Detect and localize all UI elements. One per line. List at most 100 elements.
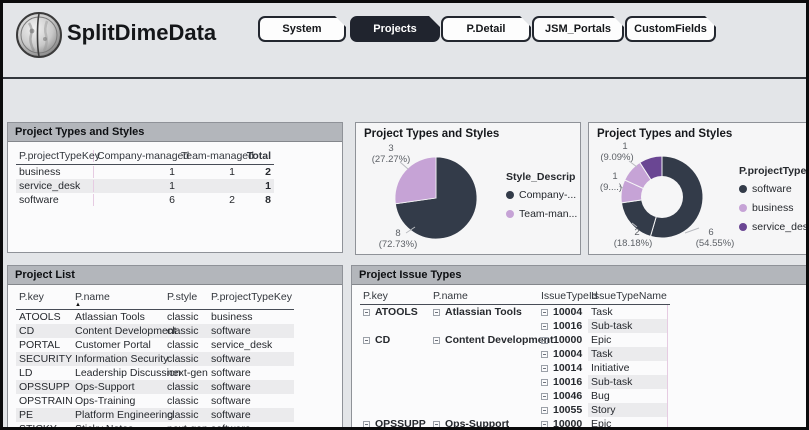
cell-typekey: software bbox=[211, 353, 251, 365]
table-row[interactable]: service_desk 1 1 bbox=[16, 179, 274, 193]
header-underline bbox=[16, 164, 274, 165]
table-row[interactable]: OPSTRAIN Ops-Training classic software bbox=[16, 394, 294, 408]
table-row[interactable]: OPSSUPP Ops-Support classic software bbox=[16, 380, 294, 394]
legend-dot-icon bbox=[506, 210, 514, 218]
cell-issue-id: 10046 bbox=[553, 390, 583, 402]
collapse-toggle-icon[interactable] bbox=[541, 364, 548, 372]
legend-item[interactable]: Team-man... bbox=[506, 208, 577, 220]
cell-key: CD bbox=[375, 334, 391, 346]
legend-item[interactable]: service_desk bbox=[739, 221, 809, 233]
cell-typekey: software bbox=[211, 395, 251, 407]
tab-projects[interactable]: Projects bbox=[350, 16, 440, 42]
cell-total: 2 bbox=[265, 166, 271, 178]
table-row[interactable]: STICKY Sticky Notes next-gen software bbox=[16, 422, 294, 427]
label-leader-line bbox=[631, 222, 638, 228]
tab-jsm-portals[interactable]: JSM_Portals bbox=[532, 16, 624, 42]
cell-company: 6 bbox=[169, 194, 175, 206]
matrix-row[interactable]: 10014 Initiative bbox=[360, 361, 670, 375]
cell-key: OPSSUPP bbox=[375, 418, 426, 430]
data-label: (9....) bbox=[600, 182, 622, 193]
matrix-row[interactable]: 10016 Sub-task bbox=[360, 375, 670, 389]
collapse-toggle-icon[interactable] bbox=[541, 350, 548, 358]
types-table-header[interactable]: P.projectTypeKey Company-managed Team-ma… bbox=[16, 147, 274, 164]
collapse-toggle-icon[interactable] bbox=[363, 308, 370, 316]
data-label: (54.55%) bbox=[696, 238, 735, 249]
collapse-toggle-icon[interactable] bbox=[541, 392, 548, 400]
table-row[interactable]: ATOOLS Atlassian Tools classic business bbox=[16, 310, 294, 324]
table-row[interactable]: LD Leadership Discussion next-gen softwa… bbox=[16, 366, 294, 380]
cell-style: classic bbox=[167, 311, 199, 323]
tab-system[interactable]: System bbox=[258, 16, 346, 42]
collapse-toggle-icon[interactable] bbox=[541, 322, 548, 330]
column-header[interactable]: P.name ▲ bbox=[72, 291, 164, 308]
column-header[interactable]: Company-managed bbox=[97, 149, 190, 162]
collapse-toggle-icon[interactable] bbox=[541, 420, 548, 427]
cell-typekey: software bbox=[211, 367, 251, 379]
label-leader-line bbox=[405, 226, 416, 234]
tab-customfields[interactable]: CustomFields bbox=[625, 16, 716, 42]
data-label: 3 bbox=[388, 143, 393, 154]
column-header[interactable]: IssueTypeId bbox=[541, 289, 598, 302]
collapse-toggle-icon[interactable] bbox=[433, 308, 440, 316]
collapse-toggle-icon[interactable] bbox=[541, 378, 548, 386]
table-row[interactable]: business 1 1 2 bbox=[16, 165, 274, 179]
cell-name: Content Development bbox=[75, 325, 177, 337]
data-label: 2 bbox=[634, 227, 639, 238]
collapse-toggle-icon[interactable] bbox=[433, 336, 440, 344]
matrix-row[interactable]: 10046 Bug bbox=[360, 389, 670, 403]
pie-legend: Style_Descrip Company-... Team-man... bbox=[506, 171, 577, 227]
donut-legend: P.projectTypeKey software business servi… bbox=[739, 165, 809, 240]
data-label: (9.09%) bbox=[600, 152, 633, 163]
column-header[interactable]: IssueTypeName bbox=[591, 289, 667, 302]
cell-name: Ops-Support bbox=[445, 418, 510, 430]
pie-slice-team-managed[interactable] bbox=[394, 156, 437, 205]
column-header[interactable]: P.style bbox=[167, 291, 198, 303]
column-header[interactable]: Team-managed bbox=[181, 149, 254, 162]
collapse-toggle-icon[interactable] bbox=[433, 420, 440, 427]
legend-item[interactable]: business bbox=[739, 202, 806, 214]
legend-label: service_desk bbox=[752, 221, 809, 233]
table-row[interactable]: PE Platform Engineering classic software bbox=[16, 408, 294, 422]
table-row[interactable]: SECURITY Information Security classic so… bbox=[16, 352, 294, 366]
legend-dot-icon bbox=[739, 223, 747, 231]
cell-name: Atlassian Tools bbox=[75, 311, 145, 323]
sort-ascending-icon[interactable]: ▲ bbox=[75, 302, 81, 308]
collapse-toggle-icon[interactable] bbox=[541, 336, 548, 344]
collapse-toggle-icon[interactable] bbox=[541, 308, 548, 316]
cell-key: PE bbox=[19, 409, 34, 421]
column-header[interactable]: P.projectTypeKey bbox=[211, 291, 292, 303]
matrix-row[interactable]: 10004 Task bbox=[360, 347, 670, 361]
visual-title-bar: Project List bbox=[8, 266, 342, 285]
label-leader-line bbox=[684, 227, 700, 234]
collapse-toggle-icon[interactable] bbox=[541, 406, 548, 414]
table-row[interactable]: PORTAL Customer Portal classic service_d… bbox=[16, 338, 294, 352]
data-label: 1 bbox=[622, 141, 627, 152]
collapse-toggle-icon[interactable] bbox=[363, 336, 370, 344]
legend-item[interactable]: software bbox=[739, 183, 806, 195]
legend-item[interactable]: Company-... bbox=[506, 189, 577, 201]
tab-pdetail[interactable]: P.Detail bbox=[441, 16, 531, 42]
column-header[interactable]: P.key bbox=[363, 289, 388, 302]
matrix-row[interactable]: ATOOLS Atlassian Tools 10004 Task bbox=[360, 305, 670, 319]
cell-style: classic bbox=[167, 409, 199, 421]
matrix-row[interactable]: 10016 Sub-task bbox=[360, 319, 670, 333]
table-row[interactable]: CD Content Development classic software bbox=[16, 324, 294, 338]
collapse-toggle-icon[interactable] bbox=[363, 420, 370, 427]
matrix-row[interactable]: OPSSUPP Ops-Support 10000 Epic bbox=[360, 417, 670, 430]
cell-name: Ops-Training bbox=[75, 395, 136, 407]
table-row[interactable]: software 6 2 8 bbox=[16, 193, 274, 207]
column-header[interactable]: Total bbox=[246, 149, 271, 162]
cell-team: 1 bbox=[229, 166, 235, 178]
cell-total: 1 bbox=[265, 180, 271, 192]
cell-style: next-gen bbox=[167, 367, 208, 379]
visual-title-bar: Project Types and Styles bbox=[8, 123, 342, 142]
chart-title: Project Types and Styles bbox=[364, 128, 500, 140]
matrix-row[interactable]: CD Content Development 10000 Epic bbox=[360, 333, 670, 347]
column-header[interactable]: P.projectTypeKey bbox=[16, 149, 100, 162]
legend-label: Team-man... bbox=[519, 208, 578, 220]
column-header[interactable]: P.name bbox=[433, 289, 468, 302]
data-label: 8 bbox=[395, 228, 400, 239]
column-header[interactable]: P.key bbox=[19, 291, 44, 303]
matrix-row[interactable]: 10055 Story bbox=[360, 403, 670, 417]
